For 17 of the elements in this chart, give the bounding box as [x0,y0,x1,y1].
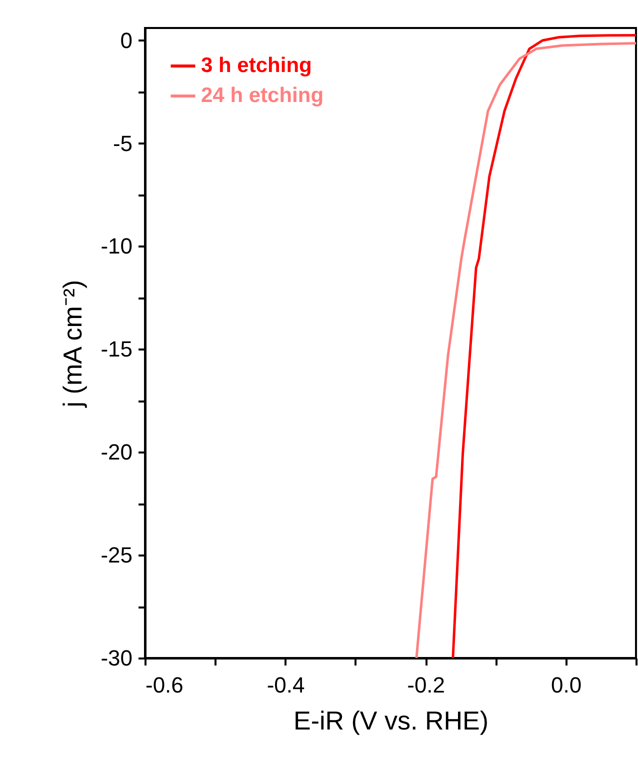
y-tick-label: -30 [100,646,132,670]
y-tick-label: -10 [100,234,132,259]
y-tick-label: -15 [100,336,132,362]
x-tick-label: -0.4 [266,672,305,698]
legend-label: 24 h etching [201,84,324,107]
y-tick-label: -25 [100,542,132,568]
x-tick-label: -0.2 [407,672,446,698]
x-axis-title: E-iR (V vs. RHE) [294,706,488,736]
legend-label: 3 h etching [201,54,312,77]
x-tick-label: -0.6 [146,672,184,698]
line-series [452,34,636,658]
x-tick-label: 0.0 [551,672,582,698]
y-axis-title: j (mA cm⁻²) [58,280,88,408]
y-tick-label: 0 [120,28,132,53]
y-tick-label: -5 [112,130,132,156]
y-tick-label: -20 [100,440,132,465]
line-series [415,42,636,658]
